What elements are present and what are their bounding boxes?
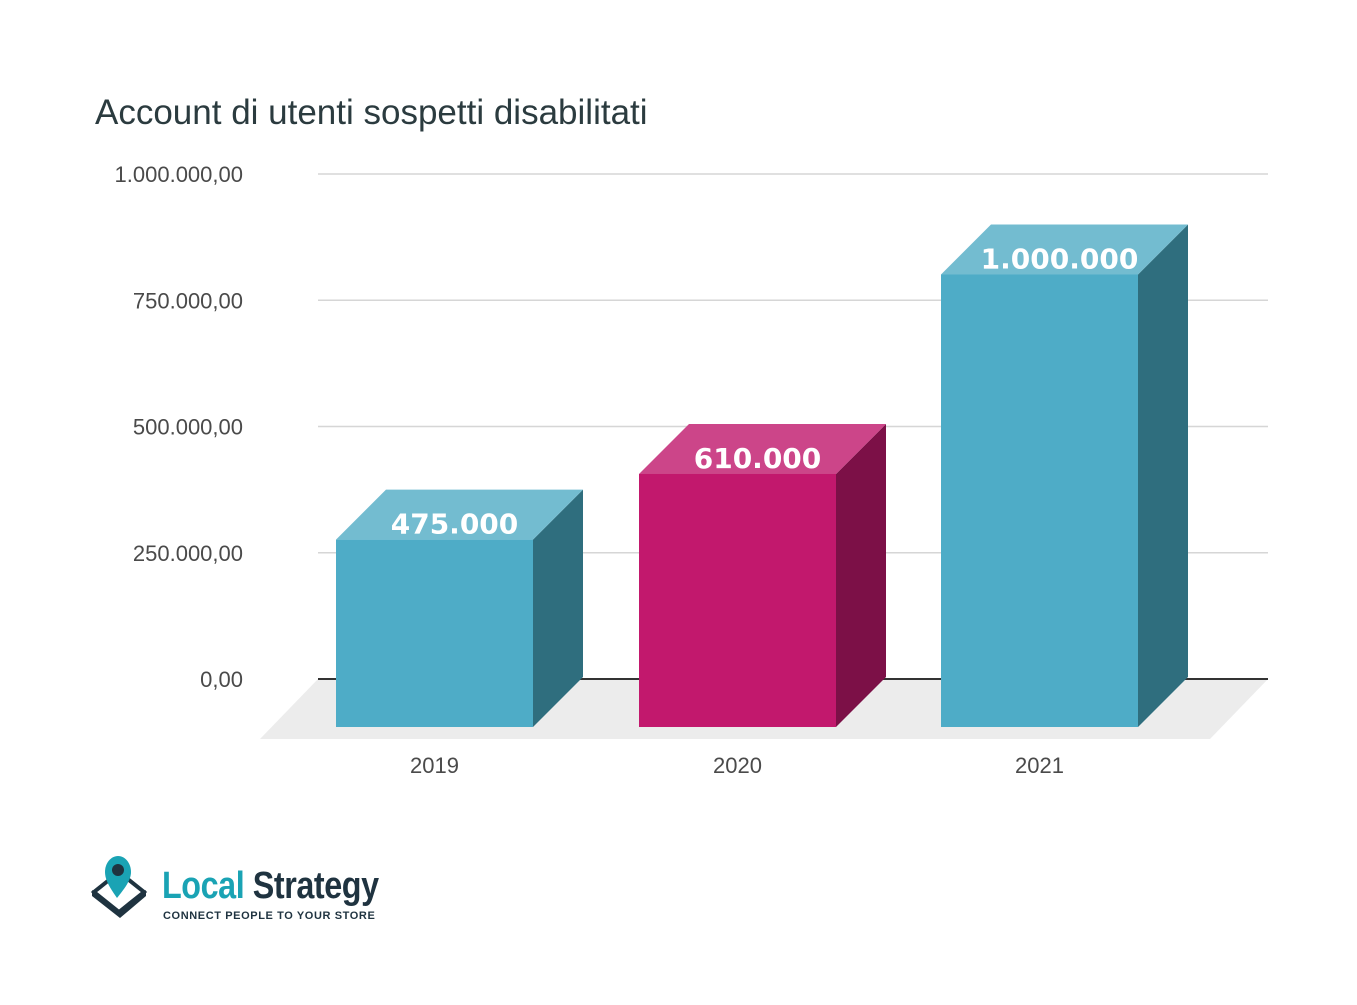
y-tick-label: 1.000.000,00 [115, 162, 243, 187]
bar-side-face [1138, 224, 1188, 727]
data-labels: 475.000 610.000 1.000.000 [391, 243, 1139, 541]
bar-top-face [336, 489, 583, 540]
data-label-2021: 1.000.000 [981, 243, 1139, 276]
x-tick-label: 2020 [713, 753, 762, 778]
bar-top-face [639, 423, 886, 474]
y-tick-label: 500.000,00 [133, 415, 243, 440]
y-axis-ticks: 0,00 250.000,00 500.000,00 750.000,00 1.000.… [115, 162, 243, 692]
x-tick-label: 2019 [410, 753, 459, 778]
bar-2019 [336, 489, 583, 727]
bar-side-face [836, 423, 886, 727]
logo-word-strategy: Strategy [252, 865, 379, 907]
bar-front-face [941, 274, 1138, 727]
bar-front-face [639, 473, 836, 727]
logo-wordmark: Local Strategy [162, 864, 379, 908]
logo-tagline: CONNECT PEOPLE TO YOUR STORE [163, 910, 376, 922]
chart-title: Account di utenti sospetti disabilitati [95, 93, 648, 132]
bar-2020 [639, 423, 886, 727]
brand-logo: Local Strategy CONNECT PEOPLE TO YOUR ST… [88, 852, 398, 932]
data-label-2020: 610.000 [694, 442, 822, 475]
x-tick-label: 2021 [1015, 753, 1064, 778]
y-tick-label: 250.000,00 [133, 541, 243, 566]
bar-2021 [941, 224, 1188, 727]
logo-word-local: Local [162, 865, 245, 907]
bar-side-face [533, 489, 583, 727]
map-pin-icon [90, 856, 148, 918]
y-tick-label: 0,00 [200, 667, 243, 692]
x-axis-ticks: 2019 2020 2021 [410, 753, 1064, 778]
data-label-2019: 475.000 [391, 508, 519, 541]
y-tick-label: 750.000,00 [133, 288, 243, 313]
bar-front-face [336, 539, 533, 727]
bars [336, 224, 1188, 727]
bar-top-face [941, 224, 1188, 275]
